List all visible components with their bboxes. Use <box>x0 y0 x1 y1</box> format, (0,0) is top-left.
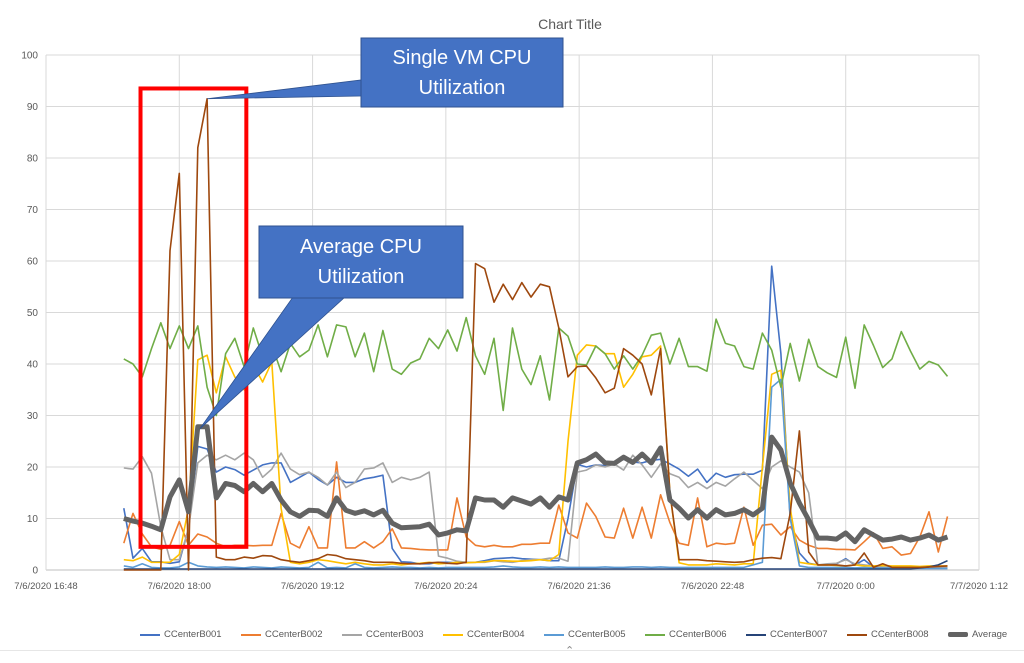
legend-label: CCenterB003 <box>366 629 424 640</box>
y-tick-label: 100 <box>21 51 38 62</box>
legend-label: Average <box>972 629 1008 640</box>
y-tick-label: 40 <box>27 360 39 371</box>
chart-title: Chart Title <box>538 16 602 32</box>
legend: CCenterB001 CCenterB002 CCenterB003 CCenter… <box>140 629 1024 640</box>
callout-box <box>258 225 464 299</box>
y-tick-label: 30 <box>27 411 39 422</box>
callout-average-cpu: Average CPU Utilization <box>300 236 422 288</box>
legend-item[interactable]: CCenterB007 <box>746 629 847 640</box>
y-tick-label: 50 <box>27 308 39 319</box>
y-axis-tick-labels: 0 10 20 30 40 50 60 70 80 90 100 <box>21 51 38 577</box>
divider <box>0 650 1024 651</box>
y-tick-label: 0 <box>32 566 38 577</box>
series-line-ccenterb004 <box>123 344 948 568</box>
legend-swatch <box>544 633 564 636</box>
legend-item[interactable]: CCenterB006 <box>645 629 746 640</box>
y-tick-label: 60 <box>27 257 39 268</box>
callout-box <box>360 37 564 108</box>
x-tick-label: 7/6/2020 21:36 <box>547 581 610 592</box>
y-tick-label: 80 <box>27 154 39 165</box>
chevron-up-icon[interactable]: ⌃ <box>565 645 575 657</box>
legend-label: CCenterB006 <box>669 629 727 640</box>
x-tick-label: 7/6/2020 22:48 <box>681 581 744 592</box>
legend-label: CCenterB005 <box>568 629 626 640</box>
series-line-ccenterb008 <box>123 98 948 571</box>
series-line-ccenterb005 <box>123 378 948 570</box>
legend-swatch <box>140 633 160 636</box>
legend-label: CCenterB001 <box>164 629 222 640</box>
x-tick-label: 7/6/2020 18:00 <box>148 581 211 592</box>
legend-item[interactable]: CCenterB001 <box>140 629 241 640</box>
legend-label: CCenterB004 <box>467 629 525 640</box>
legend-item[interactable]: CCenterB003 <box>342 629 443 640</box>
legend-item[interactable]: Average <box>948 629 1024 640</box>
legend-label: CCenterB008 <box>871 629 929 640</box>
legend-swatch <box>241 633 261 636</box>
annotations <box>138 37 564 549</box>
y-tick-label: 70 <box>27 205 39 216</box>
legend-item[interactable]: CCenterB005 <box>544 629 645 640</box>
legend-swatch <box>342 633 362 636</box>
y-tick-label: 20 <box>27 463 39 474</box>
legend-item[interactable]: CCenterB008 <box>847 629 948 640</box>
legend-item[interactable]: CCenterB002 <box>241 629 342 640</box>
legend-swatch <box>847 633 867 636</box>
x-tick-label: 7/7/2020 0:00 <box>817 581 875 592</box>
legend-label: CCenterB002 <box>265 629 323 640</box>
series-line-ccenterb002 <box>123 461 949 556</box>
callout-pointer <box>199 296 347 430</box>
x-tick-label: 7/7/2020 1:12 <box>950 581 1008 592</box>
callout-single-vm-cpu: Single VM CPU Utilization <box>392 47 532 99</box>
series-line-average <box>123 424 949 545</box>
y-tick-label: 90 <box>27 102 39 113</box>
series-line-ccenterb007 <box>123 559 948 570</box>
x-tick-label: 7/6/2020 20:24 <box>414 581 477 592</box>
legend-swatch <box>443 633 463 636</box>
legend-swatch <box>948 632 968 637</box>
legend-swatch <box>645 633 665 636</box>
legend-swatch <box>746 633 766 636</box>
legend-label: CCenterB007 <box>770 629 828 640</box>
legend-item[interactable]: CCenterB004 <box>443 629 544 640</box>
highlight-box <box>138 86 249 549</box>
x-tick-label: 7/6/2020 16:48 <box>14 581 77 592</box>
y-tick-label: 10 <box>27 514 39 525</box>
x-axis-tick-labels: 7/6/2020 16:48 7/6/2020 18:00 7/6/2020 19:… <box>14 581 1008 592</box>
x-tick-label: 7/6/2020 19:12 <box>281 581 344 592</box>
